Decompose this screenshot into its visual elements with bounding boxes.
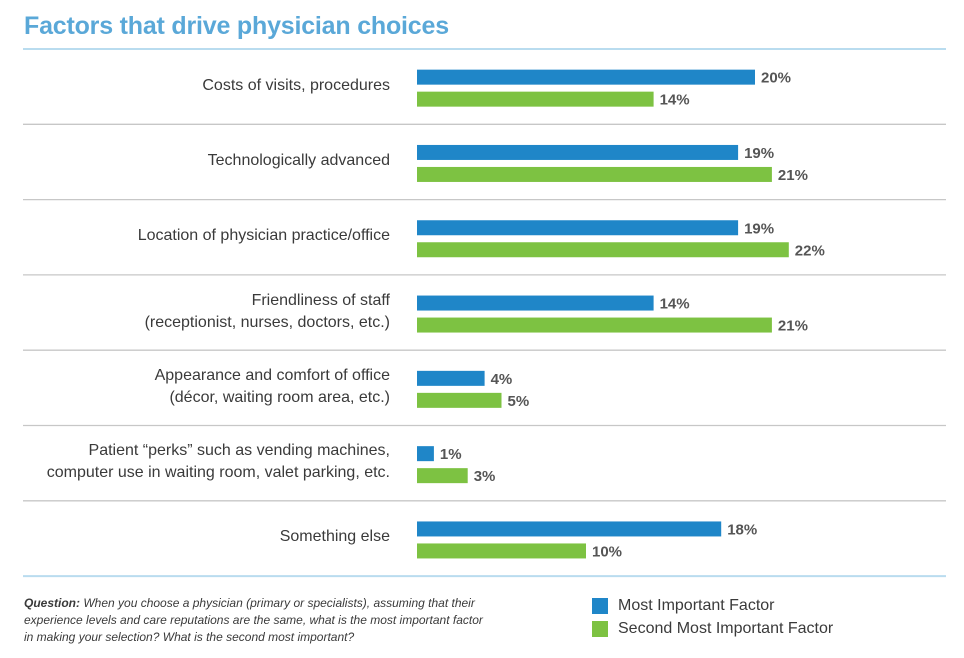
category-label: Technologically advanced bbox=[208, 150, 390, 172]
value-label-most: 4% bbox=[491, 371, 513, 388]
value-label-most: 1% bbox=[440, 446, 462, 463]
category-label: Something else bbox=[280, 526, 390, 548]
legend-swatch-second bbox=[592, 620, 608, 637]
legend-item-second: Second Most Important Factor bbox=[592, 617, 833, 640]
legend-item-most: Most Important Factor bbox=[592, 594, 833, 617]
category-label-line: Costs of visits, procedures bbox=[202, 76, 390, 94]
bar-most-important bbox=[417, 370, 485, 386]
bar-second-important bbox=[417, 317, 772, 333]
value-label-second: 14% bbox=[660, 92, 690, 109]
bar-second-important bbox=[417, 392, 502, 408]
category-label-line: Patient “perks” such as vending machines… bbox=[88, 442, 390, 460]
value-label-most: 18% bbox=[727, 521, 757, 538]
bar-second-important bbox=[417, 242, 789, 258]
category-label: Costs of visits, procedures bbox=[202, 75, 390, 97]
bar-second-important bbox=[417, 543, 586, 559]
legend-label-most: Most Important Factor bbox=[618, 596, 775, 614]
value-label-second: 21% bbox=[778, 167, 808, 184]
value-label-second: 3% bbox=[474, 468, 496, 485]
bar-second-important bbox=[417, 166, 772, 182]
category-label: Patient “perks” such as vending machines… bbox=[47, 440, 390, 484]
category-label-line: (receptionist, nurses, doctors, etc.) bbox=[144, 313, 390, 331]
bar-second-important bbox=[417, 91, 654, 107]
value-label-most: 19% bbox=[744, 145, 774, 162]
value-label-second: 5% bbox=[508, 393, 530, 410]
chart-title: Factors that drive physician choices bbox=[24, 12, 449, 40]
category-label: Location of physician practice/office bbox=[138, 225, 390, 247]
category-label-line: Technologically advanced bbox=[207, 151, 390, 169]
value-label-most: 14% bbox=[660, 296, 690, 313]
question-text: When you choose a physician (primary or … bbox=[24, 596, 483, 644]
category-label-line: Friendliness of staff bbox=[251, 291, 390, 309]
bar-most-important bbox=[417, 295, 654, 311]
value-label-second: 22% bbox=[795, 242, 825, 259]
category-label-line: computer use in waiting room, valet park… bbox=[46, 464, 390, 482]
value-label-most: 19% bbox=[744, 220, 774, 237]
bar-most-important bbox=[417, 521, 722, 537]
bar-most-important bbox=[417, 446, 434, 462]
bar-second-important bbox=[417, 468, 468, 484]
category-label: Friendliness of staff (receptionist, nurs… bbox=[145, 290, 390, 334]
bar-chart: 20%14%19%21%19%22%14%21%4%5%1%3%18%10% bbox=[23, 48, 946, 578]
question-label: Question: bbox=[24, 596, 80, 610]
bar-most-important bbox=[417, 144, 739, 160]
legend-label-second: Second Most Important Factor bbox=[618, 619, 834, 637]
value-label-second: 10% bbox=[592, 543, 622, 560]
value-label-most: 20% bbox=[761, 70, 791, 87]
question-note: Question: When you choose a physician (p… bbox=[24, 595, 494, 646]
bar-most-important bbox=[417, 220, 739, 236]
category-label-line: Something else bbox=[279, 528, 390, 546]
legend: Most Important Factor Second Most Import… bbox=[592, 594, 833, 640]
category-label-line: Location of physician practice/office bbox=[137, 227, 390, 245]
legend-swatch-most bbox=[592, 597, 608, 614]
category-label-line: Appearance and comfort of office bbox=[154, 366, 390, 384]
bar-most-important bbox=[417, 69, 755, 85]
category-label: Appearance and comfort of office (décor, … bbox=[155, 365, 390, 409]
value-label-second: 21% bbox=[778, 318, 808, 335]
category-label-line: (décor, waiting room area, etc.) bbox=[169, 388, 390, 406]
